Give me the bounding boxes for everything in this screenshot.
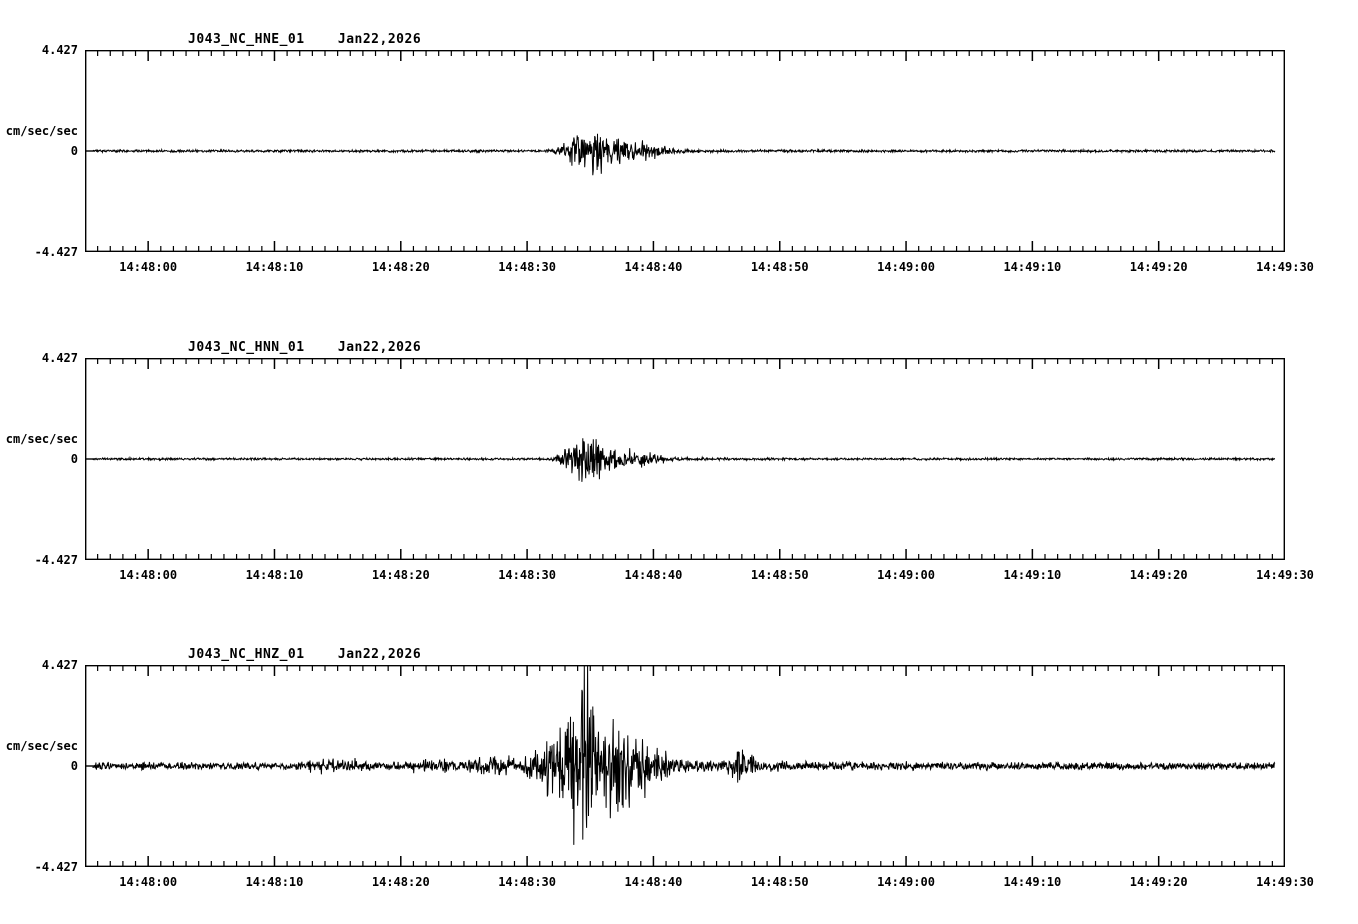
x-axis-tick-label: 14:48:40 [624,568,683,582]
y-axis-min-label: -4.427 [34,245,78,259]
x-axis-tick-label: 14:49:10 [1003,568,1062,582]
x-axis-tick-label: 14:49:20 [1129,568,1188,582]
y-axis-max-label: 4.427 [41,351,78,365]
x-axis-tick-label: 14:49:00 [877,568,935,582]
y-axis-zero-label: 0 [70,452,78,466]
y-axis-max-label: 4.427 [41,658,78,672]
x-axis-tick-label: 14:48:50 [750,568,809,582]
x-axis-tick-label: 14:49:30 [1256,875,1314,889]
x-axis-tick-label: 14:48:20 [371,875,430,889]
axis-frame [85,50,1285,252]
plot-area [85,358,1285,560]
panel-title: J043_NC_HNE_01 Jan22,2026 [188,32,422,47]
plot-svg [85,665,1285,867]
x-axis-tick-label: 14:48:30 [498,568,556,582]
plot-svg [85,358,1285,560]
x-axis-tick-label: 14:49:10 [1003,875,1062,889]
seismogram-panel-hne: J043_NC_HNE_01 Jan22,2026 4.427 cm/sec/s… [0,10,1358,290]
x-axis-tick-label: 14:48:30 [498,875,556,889]
waveform-trace [92,438,1276,482]
x-axis-tick-label: 14:48:20 [371,260,430,274]
x-axis-tick-label: 14:49:30 [1256,260,1314,274]
y-axis-units-label: cm/sec/sec [5,124,78,138]
seismogram-panel-hnn: J043_NC_HNN_01 Jan22,2026 4.427 cm/sec/s… [0,318,1358,598]
x-axis-tick-label: 14:49:00 [877,875,935,889]
axis-frame [85,665,1285,867]
seismogram-panel-hnz: J043_NC_HNZ_01 Jan22,2026 4.427 cm/sec/s… [0,625,1358,905]
y-axis-units-label: cm/sec/sec [5,432,78,446]
x-axis-tick-label: 14:48:40 [624,260,683,274]
x-axis-tick-label: 14:49:00 [877,260,935,274]
x-axis-tick-label: 14:48:00 [119,875,178,889]
plot-area [85,665,1285,867]
x-axis-tick-label: 14:48:10 [245,260,304,274]
x-axis-tick-label: 14:48:10 [245,568,304,582]
y-axis-min-label: -4.427 [34,860,78,874]
x-axis-tick-label: 14:48:10 [245,875,304,889]
x-axis-tick-label: 14:48:30 [498,260,556,274]
waveform-trace [92,133,1276,176]
x-axis-tick-label: 14:48:00 [119,260,178,274]
x-axis-tick-label: 14:49:30 [1256,568,1314,582]
panel-title: J043_NC_HNN_01 Jan22,2026 [188,340,422,355]
x-axis-tick-label: 14:48:40 [624,875,683,889]
y-axis-max-label: 4.427 [41,43,78,57]
y-axis-zero-label: 0 [70,144,78,158]
x-axis-tick-label: 14:48:50 [750,875,809,889]
x-axis-tick-label: 14:48:50 [750,260,809,274]
x-axis-tick-label: 14:48:20 [371,568,430,582]
plot-svg [85,50,1285,252]
y-axis-zero-label: 0 [70,759,78,773]
x-axis-tick-label: 14:49:20 [1129,875,1188,889]
x-axis-tick-label: 14:49:10 [1003,260,1062,274]
plot-area [85,50,1285,252]
y-axis-units-label: cm/sec/sec [5,739,78,753]
x-axis-tick-label: 14:48:00 [119,568,178,582]
x-axis-tick-label: 14:49:20 [1129,260,1188,274]
axis-frame [85,358,1285,560]
waveform-trace [92,665,1276,845]
y-axis-min-label: -4.427 [34,553,78,567]
panel-title: J043_NC_HNZ_01 Jan22,2026 [188,647,422,662]
